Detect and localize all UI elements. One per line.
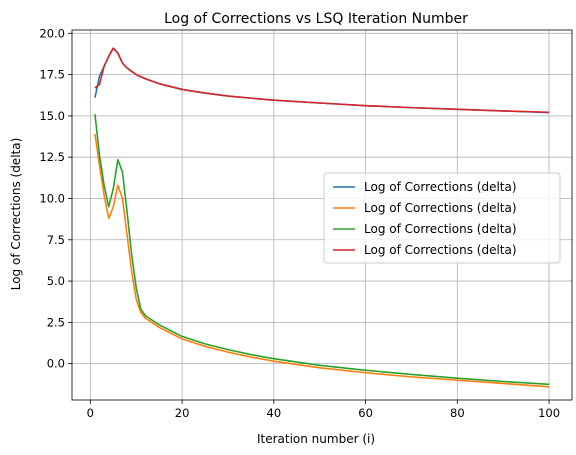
y-tick-label: 17.5 xyxy=(39,68,65,82)
y-tick-label: 5.0 xyxy=(47,274,65,288)
series-line-3 xyxy=(94,114,550,386)
x-axis-label: Iteration number (i) xyxy=(257,432,375,446)
y-tick-label: 0.0 xyxy=(47,357,65,371)
y-tick-label: 10.0 xyxy=(39,191,65,205)
y-tick-label: 2.5 xyxy=(47,315,65,329)
x-tick-label: 0 xyxy=(87,406,94,420)
plot-frame xyxy=(71,29,573,401)
series-line-2 xyxy=(94,133,550,388)
x-tick-label: 100 xyxy=(538,406,560,420)
x-tick-label: 60 xyxy=(358,406,373,420)
series-line-4 xyxy=(94,47,550,114)
y-axis-label: Log of Corrections (delta) xyxy=(9,138,23,291)
x-tick-label: 40 xyxy=(267,406,282,420)
legend-label-2: Log of Corrections (delta) xyxy=(364,201,517,215)
legend-label-4: Log of Corrections (delta) xyxy=(364,243,517,257)
y-tick-label: 7.5 xyxy=(47,233,65,247)
plot-series xyxy=(94,47,550,388)
legend: Log of Corrections (delta) Log of Correct… xyxy=(323,172,561,264)
legend-label-1: Log of Corrections (delta) xyxy=(364,180,517,194)
ticks: 0 20 40 60 80 100 0.0 2.5 5.0 7.5 10.0 12.5 15.0 17.5… xyxy=(39,26,560,420)
legend-label-3: Log of Corrections (delta) xyxy=(364,222,517,236)
y-tick-label: 15.0 xyxy=(39,109,65,123)
y-tick-label: 20.0 xyxy=(39,26,65,40)
x-tick-label: 20 xyxy=(175,406,190,420)
y-tick-label: 12.5 xyxy=(39,150,65,164)
chart-title: Log of Corrections vs LSQ Iteration Numb… xyxy=(164,11,468,27)
x-tick-label: 80 xyxy=(450,406,465,420)
legend-box xyxy=(323,172,561,264)
